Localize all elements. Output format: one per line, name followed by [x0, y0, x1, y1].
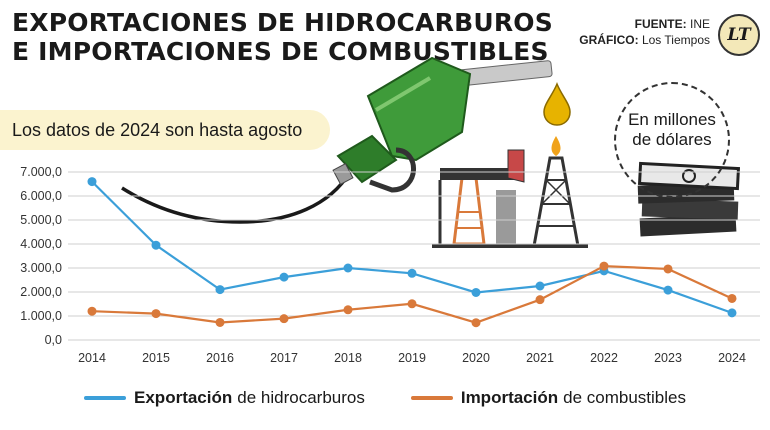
data-point-export: [663, 285, 673, 295]
x-tick-label: 2017: [270, 351, 298, 365]
data-point-import: [727, 293, 737, 303]
x-tick-label: 2019: [398, 351, 426, 365]
data-point-import: [599, 261, 609, 271]
series-line-export: [91, 180, 733, 314]
legend: Exportación de hidrocarburos Importación…: [0, 388, 770, 408]
x-tick-label: 2014: [78, 351, 106, 365]
title-line-2: E IMPORTACIONES DE COMBUSTIBLES: [12, 37, 549, 66]
x-tick-label: 2015: [142, 351, 170, 365]
source-value: INE: [689, 17, 710, 31]
fuel-nozzle-icon: [121, 56, 553, 224]
data-point-export: [471, 287, 481, 297]
data-point-import: [87, 306, 97, 316]
data-point-import: [471, 318, 481, 328]
graphic-value: Los Tiempos: [641, 33, 710, 47]
data-point-export: [279, 272, 289, 282]
oil-drop-icon: [543, 82, 571, 126]
legend-swatch-import: [410, 396, 453, 400]
data-point-export: [215, 285, 225, 295]
y-tick-label: 6.000,0: [20, 189, 62, 203]
data-point-export: [535, 281, 545, 291]
units-line-2: de dólares: [632, 130, 712, 149]
x-tick-label: 2020: [462, 351, 490, 365]
y-tick-label: 0,0: [45, 333, 62, 347]
chart-title: EXPORTACIONES DE HIDROCARBUROS E IMPORTA…: [12, 8, 553, 66]
legend-import-bold: Importación: [460, 388, 559, 407]
y-tick-label: 3.000,0: [20, 261, 62, 275]
data-point-import: [151, 309, 161, 319]
newspaper-logo: LT: [718, 14, 760, 56]
y-tick-label: 7.000,0: [20, 165, 62, 179]
data-point-export: [87, 177, 97, 187]
legend-item-export: Exportación de hidrocarburos: [84, 388, 365, 408]
data-point-import: [535, 295, 545, 305]
y-axis: 7.000,0 6.000,0 5.000,0 4.000,0 3.000,0 2.000…: [20, 165, 62, 347]
x-tick-label: 2016: [206, 351, 234, 365]
data-point-import: [663, 264, 673, 274]
graphic-label: GRÁFICO:: [579, 33, 639, 47]
x-tick-label: 2018: [334, 351, 362, 365]
legend-item-import: Importación de combustibles: [410, 388, 686, 408]
x-tick-label: 2022: [590, 351, 618, 365]
data-point-export: [343, 263, 353, 273]
title-line-1: EXPORTACIONES DE HIDROCARBUROS: [12, 8, 553, 37]
legend-export-rest: de hidrocarburos: [237, 388, 365, 407]
x-tick-label: 2024: [718, 351, 746, 365]
data-point-export: [407, 268, 417, 278]
series-lines: [87, 177, 737, 328]
y-tick-label: 2.000,0: [20, 285, 62, 299]
x-tick-label: 2021: [526, 351, 554, 365]
y-tick-label: 1.000,0: [20, 309, 62, 323]
source-credits: FUENTE: INE GRÁFICO: Los Tiempos: [579, 16, 710, 48]
oil-derrick-icon: [528, 136, 588, 248]
units-badge: En millones de dólares: [614, 82, 730, 198]
y-tick-label: 5.000,0: [20, 213, 62, 227]
y-tick-label: 4.000,0: [20, 237, 62, 251]
data-point-export: [727, 308, 737, 318]
data-point-import: [215, 317, 225, 327]
data-point-import: [407, 299, 417, 309]
data-note: Los datos de 2024 son hasta agosto: [0, 110, 330, 150]
oil-pumpjack-icon: [432, 149, 530, 248]
data-point-import: [343, 305, 353, 315]
source-label: FUENTE:: [634, 17, 687, 31]
units-line-1: En millones: [628, 110, 716, 129]
x-axis: 2014 2015 2016 2017 2018 2019 2020 2021 2022 2023…: [78, 351, 746, 365]
data-point-export: [151, 240, 161, 250]
legend-swatch-export: [84, 396, 127, 400]
data-point-import: [279, 314, 289, 324]
legend-export-bold: Exportación: [134, 388, 233, 407]
legend-import-rest: de combustibles: [563, 388, 686, 407]
x-tick-label: 2023: [654, 351, 682, 365]
